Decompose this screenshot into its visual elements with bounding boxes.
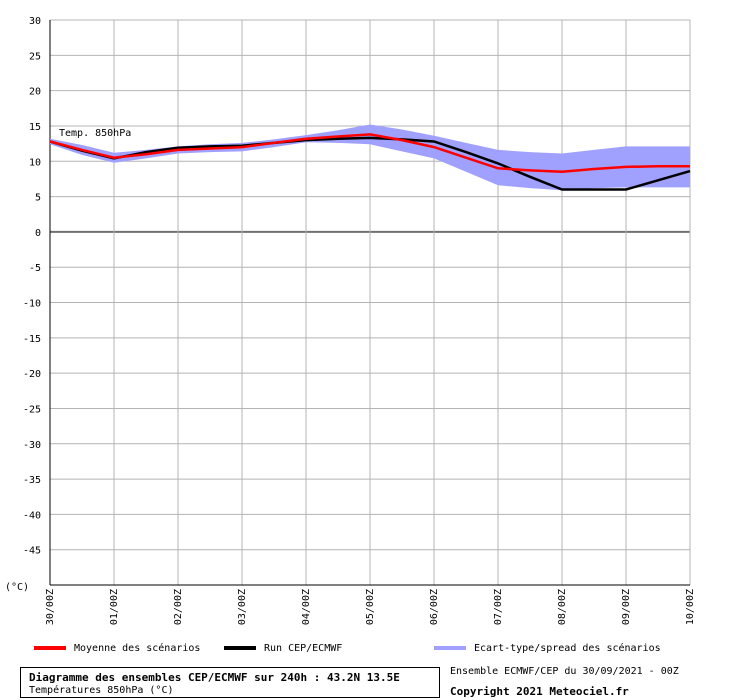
legend-run-label: Run CEP/ECMWF xyxy=(264,642,343,654)
y-tick-label: -45 xyxy=(23,546,41,557)
legend-mean-swatch xyxy=(34,646,66,650)
legend-spread: Ecart-type/spread des scénarios xyxy=(434,641,661,655)
x-tick-label: 06/00Z xyxy=(429,589,440,625)
y-tick-label: -5 xyxy=(29,263,41,274)
x-tick-label: 03/00Z xyxy=(237,589,248,625)
x-tick-label: 10/00Z xyxy=(685,589,696,625)
run-info: Ensemble ECMWF/CEP du 30/09/2021 - 00Z xyxy=(450,666,679,677)
spread-band xyxy=(50,124,690,191)
x-axis-labels: 30/00Z 01/00Z 02/00Z 03/00Z 04/00Z 05/00Z 06/0… xyxy=(45,589,696,625)
x-tick-label: 09/00Z xyxy=(621,589,632,625)
y-tick-label: -20 xyxy=(23,369,41,380)
chart-title: Diagramme des ensembles CEP/ECMWF sur 24… xyxy=(29,671,400,684)
y-tick-label: -15 xyxy=(23,334,41,345)
legend-mean-label: Moyenne des scénarios xyxy=(74,642,201,654)
y-tick-label: 15 xyxy=(29,122,41,133)
ensemble-chart: 30 25 20 15 10 5 0 -5 -10 -15 -20 -25 -30 -35 -40 -45 3… xyxy=(5,16,696,625)
chart-subtitle: Températures 850hPa (°C) xyxy=(29,685,174,696)
x-tick-label: 08/00Z xyxy=(557,589,568,625)
x-tick-label: 07/00Z xyxy=(493,589,504,625)
y-tick-label: -25 xyxy=(23,404,41,415)
copyright: Copyright 2021 Meteociel.fr xyxy=(450,685,629,698)
y-tick-label: 30 xyxy=(29,16,41,27)
y-tick-label: -35 xyxy=(23,475,41,486)
y-tick-label: -30 xyxy=(23,440,41,451)
y-tick-label: 25 xyxy=(29,51,41,62)
legend-spread-label: Ecart-type/spread des scénarios xyxy=(474,642,661,654)
x-tick-label: 30/00Z xyxy=(45,589,56,625)
x-tick-label: 05/00Z xyxy=(365,589,376,625)
y-tick-label: -40 xyxy=(23,510,41,521)
run-series-line xyxy=(49,136,691,191)
mean-series-line xyxy=(49,133,690,174)
x-tick-label: 01/00Z xyxy=(109,589,120,625)
y-tick-label: 10 xyxy=(29,157,41,168)
legend-mean: Moyenne des scénarios xyxy=(34,641,200,655)
legend-run: Run CEP/ECMWF xyxy=(224,641,342,655)
chart-info-box: Diagramme des ensembles CEP/ECMWF sur 24… xyxy=(20,667,440,698)
y-tick-label: 5 xyxy=(35,193,41,204)
x-tick-label: 04/00Z xyxy=(301,589,312,625)
y-tick-label: -10 xyxy=(23,299,41,310)
legend-spread-swatch xyxy=(434,646,466,650)
legend-run-swatch xyxy=(224,646,256,650)
y-tick-label: 20 xyxy=(29,87,41,98)
y-tick-label: 0 xyxy=(35,228,41,239)
y-axis-unit-label: (°C) xyxy=(5,582,29,593)
x-tick-label: 02/00Z xyxy=(173,589,184,625)
series-annotation: Temp. 850hPa xyxy=(59,128,131,139)
y-axis-labels: 30 25 20 15 10 5 0 -5 -10 -15 -20 -25 -30 -35 -40 -45 xyxy=(23,16,41,557)
chart-grid xyxy=(49,19,691,586)
